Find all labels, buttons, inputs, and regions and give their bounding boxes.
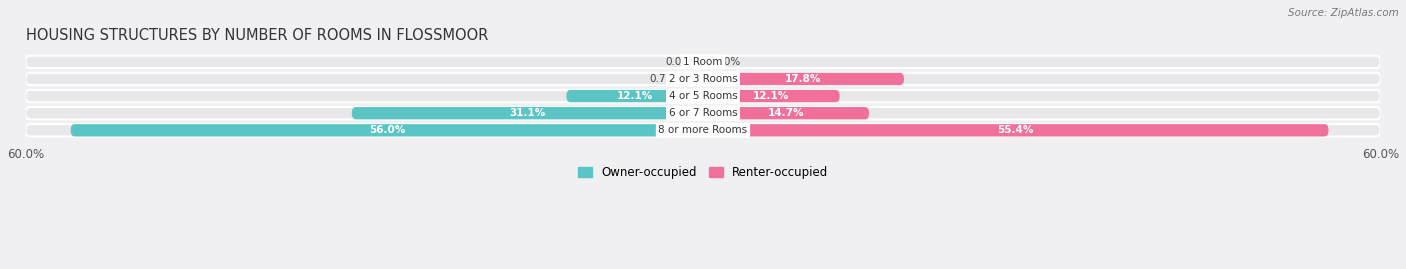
Text: 2 or 3 Rooms: 2 or 3 Rooms [669,74,737,84]
Text: HOUSING STRUCTURES BY NUMBER OF ROOMS IN FLOSSMOOR: HOUSING STRUCTURES BY NUMBER OF ROOMS IN… [25,29,488,44]
Text: 6 or 7 Rooms: 6 or 7 Rooms [669,108,737,118]
FancyBboxPatch shape [25,124,1381,136]
Text: 12.1%: 12.1% [754,91,789,101]
FancyBboxPatch shape [695,73,703,85]
Text: 4 or 5 Rooms: 4 or 5 Rooms [669,91,737,101]
FancyBboxPatch shape [703,90,839,102]
FancyBboxPatch shape [25,56,1381,68]
Text: 0.79%: 0.79% [650,74,683,84]
FancyBboxPatch shape [567,90,703,102]
Text: 12.1%: 12.1% [617,91,652,101]
Text: 56.0%: 56.0% [368,125,405,135]
FancyBboxPatch shape [703,73,904,85]
Text: 8 or more Rooms: 8 or more Rooms [658,125,748,135]
Text: 31.1%: 31.1% [509,108,546,118]
FancyBboxPatch shape [352,107,703,119]
Text: 0.0%: 0.0% [714,57,741,67]
Text: 1 Room: 1 Room [683,57,723,67]
FancyBboxPatch shape [703,124,1329,136]
Text: 0.0%: 0.0% [665,57,692,67]
Text: Source: ZipAtlas.com: Source: ZipAtlas.com [1288,8,1399,18]
FancyBboxPatch shape [703,107,869,119]
FancyBboxPatch shape [70,124,703,136]
Text: 14.7%: 14.7% [768,108,804,118]
FancyBboxPatch shape [25,73,1381,85]
FancyBboxPatch shape [25,90,1381,102]
Text: 17.8%: 17.8% [786,74,821,84]
FancyBboxPatch shape [25,107,1381,119]
Legend: Owner-occupied, Renter-occupied: Owner-occupied, Renter-occupied [572,161,834,184]
Text: 55.4%: 55.4% [998,125,1033,135]
